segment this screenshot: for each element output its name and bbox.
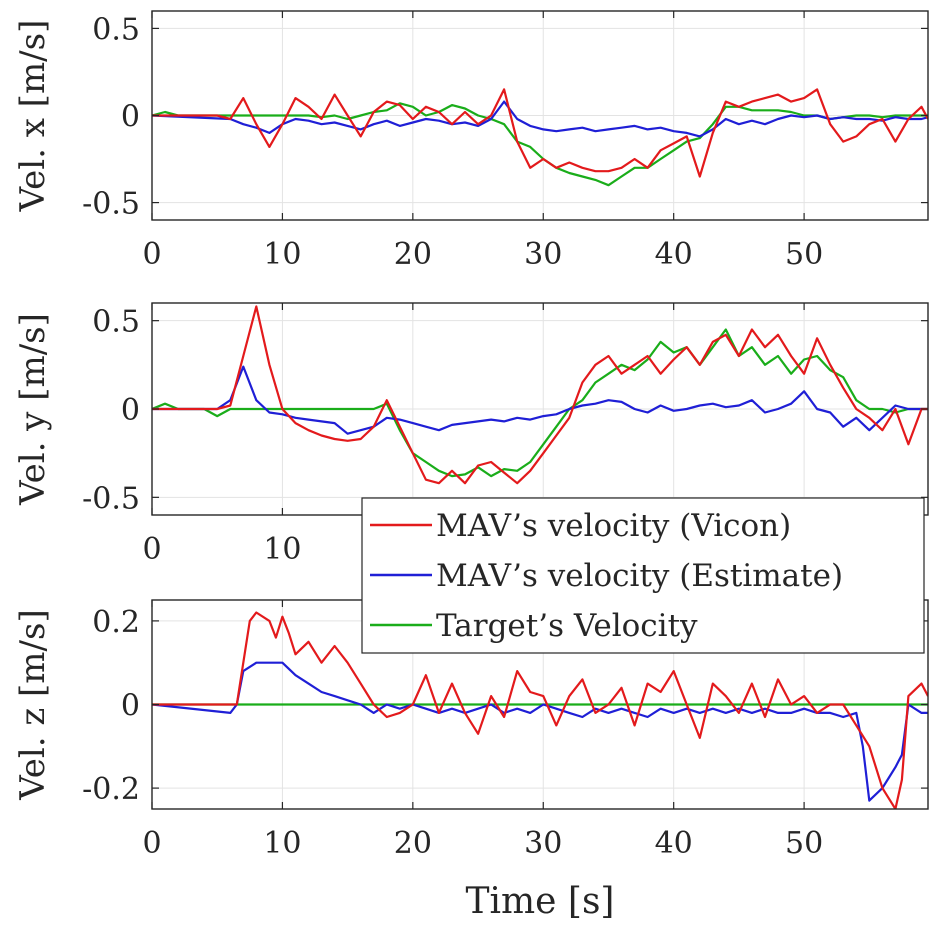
legend-item: Target’s Velocity <box>370 608 698 644</box>
y-tick-label: -0.5 <box>82 481 140 516</box>
series-line-mav-s-velocity-vicon <box>152 88 928 178</box>
x-tick-label: 40 <box>655 826 693 861</box>
series-line-mav-s-velocity-vicon <box>152 611 928 809</box>
x-tick-label: 10 <box>263 826 301 861</box>
y-tick-label: 0 <box>121 393 140 428</box>
legend-item: MAV’s velocity (Estimate) <box>370 558 843 594</box>
y-tick-label: 0 <box>121 100 140 135</box>
y-tick-label: -0.5 <box>82 187 140 222</box>
y-axis-label: Vel. y [m/s] <box>13 313 53 506</box>
x-tick-label: 10 <box>263 237 301 272</box>
y-axis-label: Vel. z [m/s] <box>13 609 53 800</box>
legend-label: MAV’s velocity (Estimate) <box>436 558 843 594</box>
series-line-mav-s-velocity-vicon <box>152 305 928 485</box>
x-tick-label: 0 <box>142 237 161 272</box>
x-tick-label: 50 <box>785 826 823 861</box>
y-tick-label: 0 <box>121 689 140 724</box>
y-tick-label: 0.2 <box>92 605 140 640</box>
x-tick-label: 20 <box>394 826 432 861</box>
y-tick-label: -0.2 <box>82 772 140 807</box>
x-tick-label: 0 <box>142 826 161 861</box>
legend: MAV’s velocity (Vicon) MAV’s velocity (Es… <box>361 497 925 654</box>
x-tick-label: 40 <box>655 237 693 272</box>
series-line-mav-s-velocity-estimate <box>152 661 928 802</box>
x-axis-label: Time [s] <box>466 881 615 922</box>
y-tick-label: 0.5 <box>92 305 140 340</box>
x-tick-label: 30 <box>524 826 562 861</box>
legend-item: MAV’s velocity (Vicon) <box>370 508 791 544</box>
x-tick-label: 50 <box>785 237 823 272</box>
x-tick-label: 30 <box>524 237 562 272</box>
legend-label: MAV’s velocity (Vicon) <box>436 508 791 544</box>
legend-box <box>361 497 925 654</box>
legend-label: Target’s Velocity <box>436 608 698 644</box>
x-tick-label: 0 <box>142 532 161 567</box>
series-line-mav-s-velocity-estimate <box>152 365 928 435</box>
x-tick-label: 10 <box>263 532 301 567</box>
y-axis-label: Vel. x [m/s] <box>13 20 53 213</box>
x-tick-label: 20 <box>394 237 432 272</box>
series-line-mav-s-velocity-estimate <box>152 100 928 138</box>
y-tick-label: 0.5 <box>92 12 140 47</box>
